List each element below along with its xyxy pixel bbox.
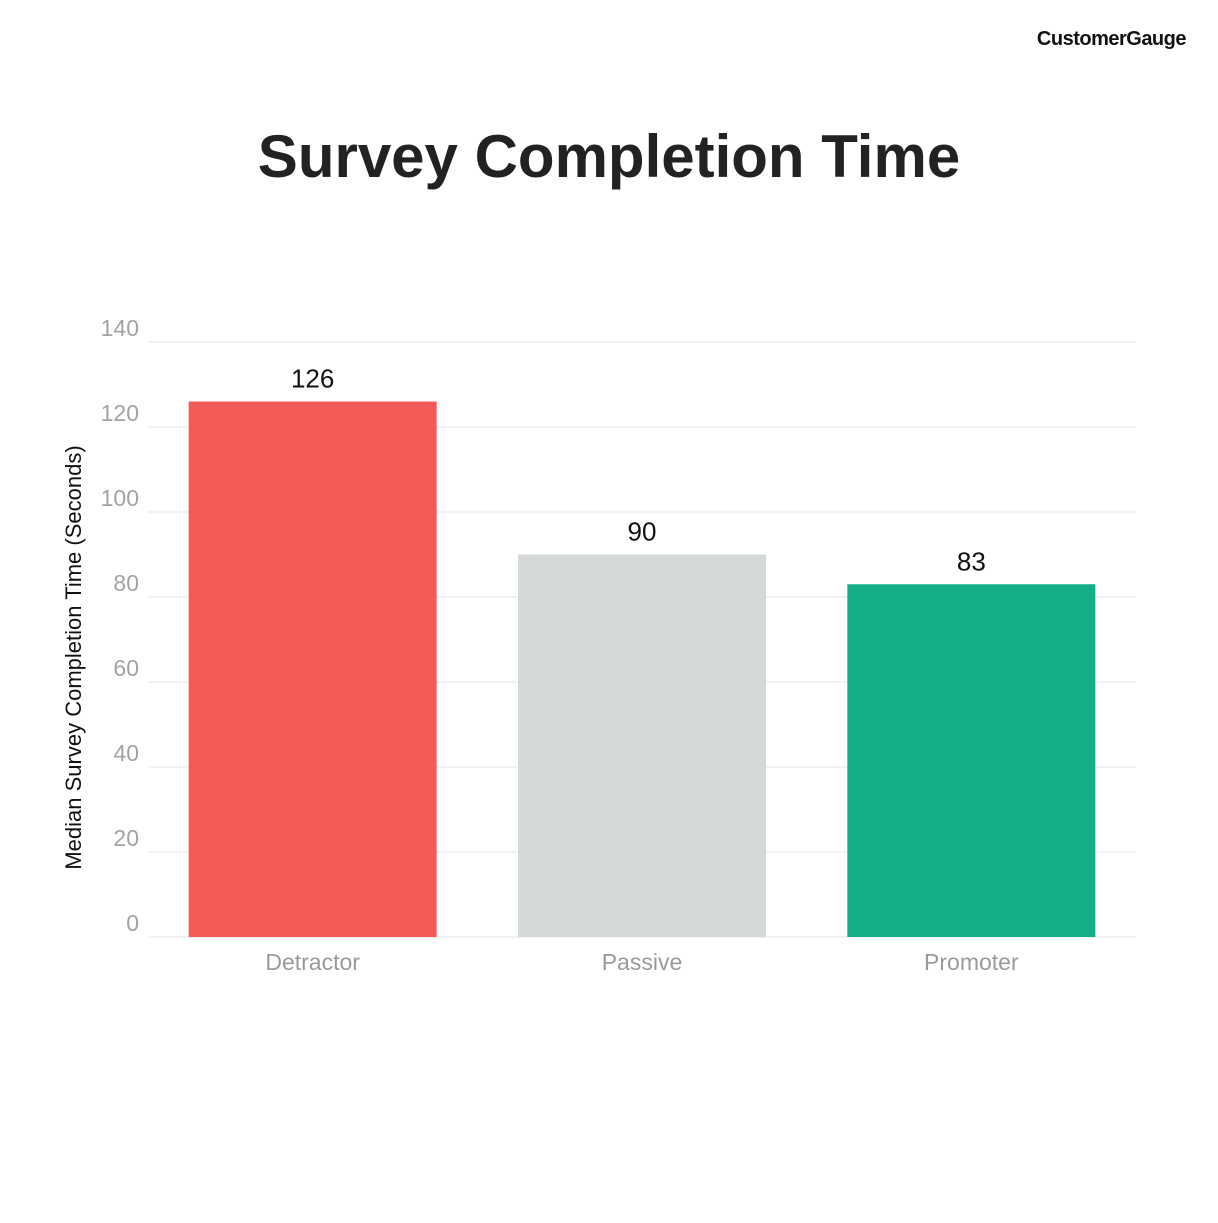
bar-passive [518,554,766,937]
brand-logo: CustomerGauge [1036,28,1187,50]
bar-promoter [847,584,1096,937]
y-tick-label: 120 [101,400,139,426]
bar-detractor [188,401,437,937]
y-tick-label: 40 [113,740,139,766]
y-tick-label: 60 [113,655,139,681]
x-tick-label-promoter: Promoter [924,949,1019,975]
y-tick-label: 80 [113,570,139,596]
data-label-detractor: 126 [291,364,334,394]
data-labels: 126 90 83 [291,364,986,577]
data-label-passive: 90 [628,517,657,547]
y-tick-label: 20 [113,825,139,851]
x-axis-ticks: Detractor Passive Promoter [265,949,1019,975]
bars [188,401,1096,937]
y-tick-label: 0 [126,910,139,936]
x-tick-label-detractor: Detractor [265,949,360,975]
y-tick-label: 140 [101,315,139,341]
y-axis-label: Median Survey Completion Time (Seconds) [61,445,86,869]
x-tick-label-passive: Passive [602,949,683,975]
chart-title: Survey Completion Time [257,123,961,190]
y-axis-ticks: 0 20 40 60 80 100 120 140 [101,315,139,936]
y-tick-label: 100 [101,485,139,511]
data-label-promoter: 83 [957,546,986,576]
